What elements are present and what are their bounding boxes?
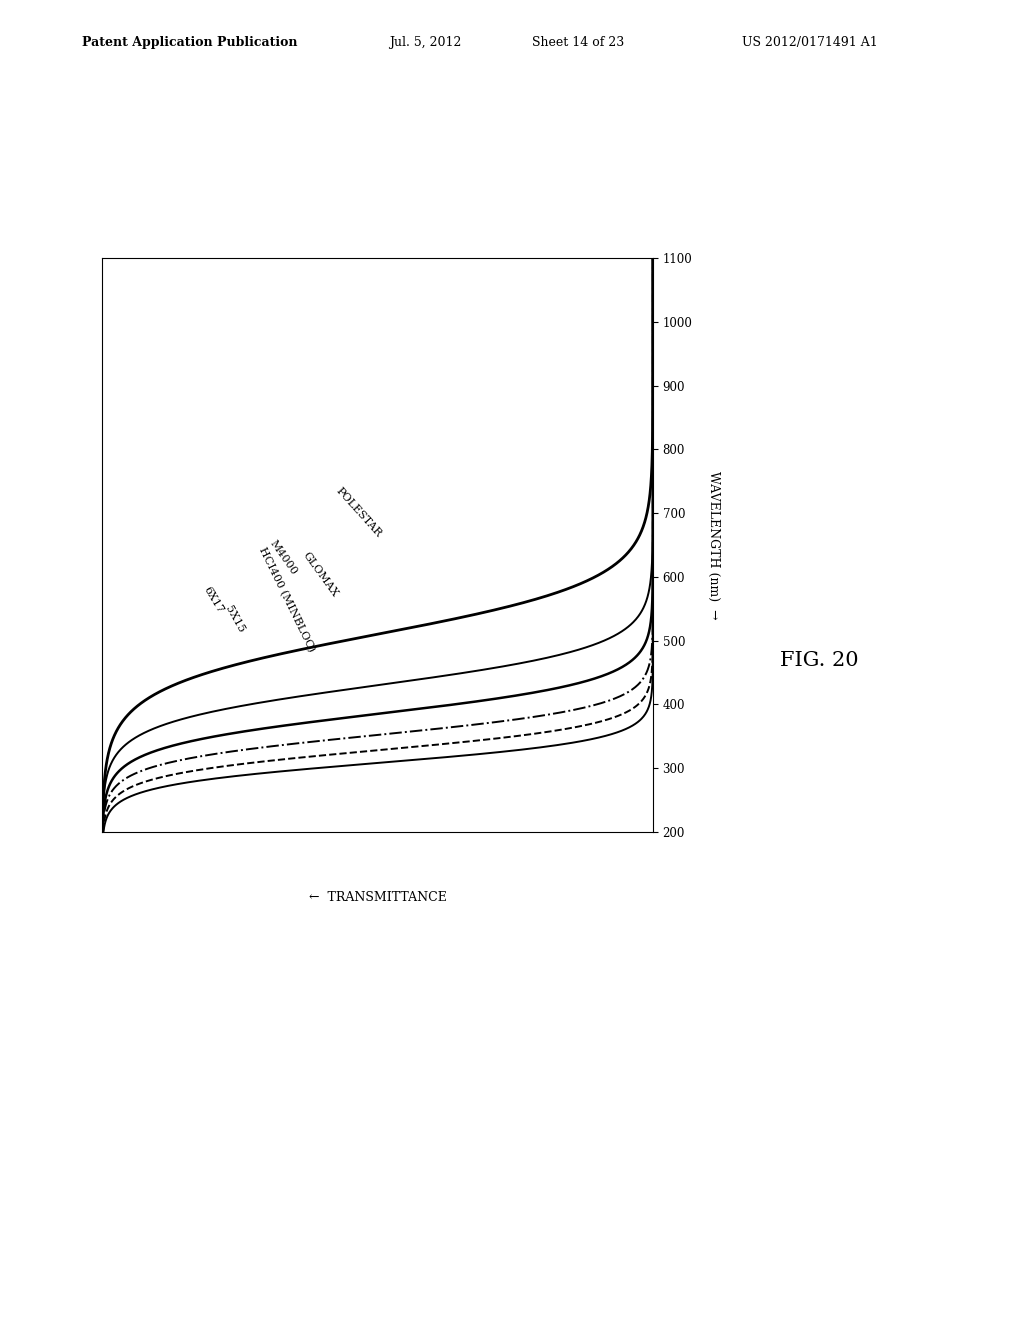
Text: M4000: M4000 bbox=[267, 539, 298, 577]
Text: HCI400 (MINBLOC): HCI400 (MINBLOC) bbox=[256, 545, 316, 653]
Text: US 2012/0171491 A1: US 2012/0171491 A1 bbox=[742, 36, 879, 49]
Text: FIG. 20: FIG. 20 bbox=[780, 651, 858, 669]
Text: 5X15: 5X15 bbox=[223, 603, 246, 634]
Y-axis label: WAVELENGTH (nm)  →: WAVELENGTH (nm) → bbox=[708, 471, 720, 619]
Text: Jul. 5, 2012: Jul. 5, 2012 bbox=[389, 36, 461, 49]
Text: GLOMAX: GLOMAX bbox=[300, 550, 339, 599]
Text: Sheet 14 of 23: Sheet 14 of 23 bbox=[532, 36, 625, 49]
Text: ←  TRANSMITTANCE: ← TRANSMITTANCE bbox=[308, 891, 446, 904]
Text: 6X17: 6X17 bbox=[202, 585, 225, 615]
Text: Patent Application Publication: Patent Application Publication bbox=[82, 36, 297, 49]
Text: POLESTAR: POLESTAR bbox=[334, 486, 383, 539]
